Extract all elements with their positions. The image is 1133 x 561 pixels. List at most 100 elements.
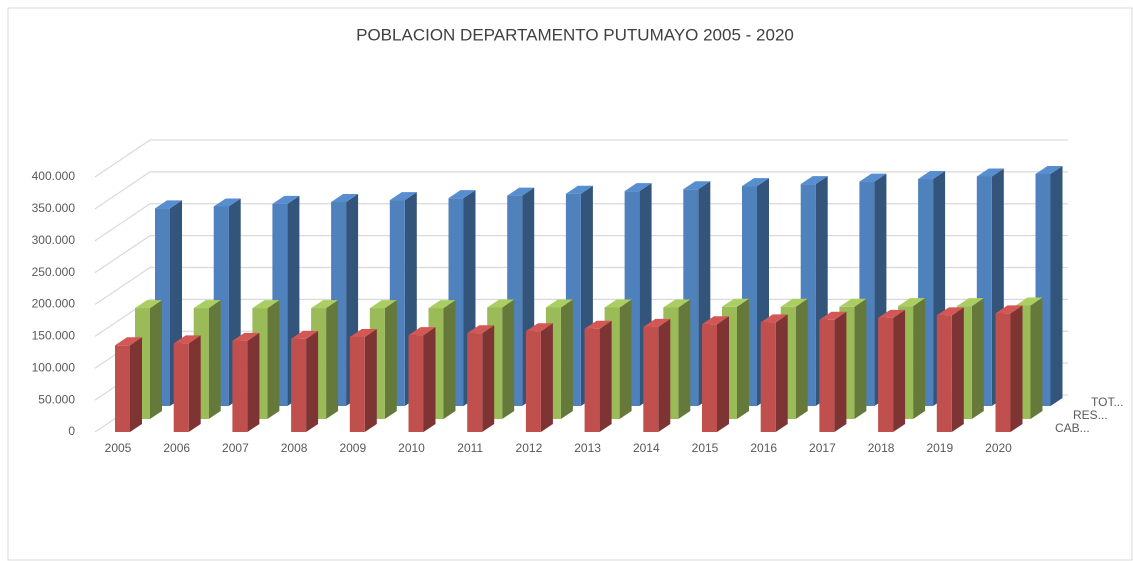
bar-top — [173, 335, 201, 344]
x-tick-label: 2019 — [926, 441, 953, 455]
bar — [760, 322, 776, 432]
x-tick-label: 2017 — [809, 441, 836, 455]
bar-top — [213, 198, 241, 207]
bar-side — [247, 332, 260, 432]
bar-top — [1015, 297, 1043, 306]
bar-top — [487, 299, 515, 308]
bar-side — [423, 327, 436, 432]
bar-top — [1035, 165, 1063, 174]
bar — [819, 319, 835, 432]
grid-line — [94, 139, 1068, 178]
bar — [936, 315, 952, 432]
bar-side — [502, 299, 515, 419]
bar-side — [306, 330, 319, 432]
bar — [525, 331, 541, 432]
bar-side — [737, 298, 749, 419]
bar-top — [565, 185, 593, 194]
bar-side — [854, 298, 867, 419]
bar — [995, 313, 1011, 432]
bar-top — [525, 323, 553, 332]
x-tick-label: 2011 — [457, 441, 483, 455]
bar-top — [349, 329, 377, 338]
bar-side — [364, 329, 377, 432]
bar-side — [1030, 297, 1043, 419]
bar-top — [976, 168, 1004, 177]
y-tick-label: 400.000 — [32, 169, 76, 183]
bar-side — [834, 311, 847, 432]
bar-top — [604, 299, 632, 308]
x-tick-label: 2020 — [985, 441, 1012, 455]
bar-top — [898, 298, 926, 307]
bar-side — [326, 300, 339, 419]
x-tick-label: 2007 — [222, 441, 249, 455]
bar-top — [936, 307, 964, 316]
bar — [115, 345, 130, 432]
bar-top — [878, 309, 906, 318]
y-tick-label: 50.000 — [38, 392, 75, 406]
bar-side — [188, 335, 201, 432]
bar-top — [252, 300, 280, 309]
x-tick-label: 2012 — [516, 441, 543, 455]
bar-top — [193, 300, 221, 309]
bar-top — [956, 298, 984, 307]
bar-top — [507, 187, 535, 196]
bar-side — [130, 337, 142, 432]
bar-side — [267, 300, 280, 419]
bar-top — [859, 173, 887, 182]
bar-top — [624, 183, 652, 192]
bar-side — [795, 298, 808, 419]
bar-top — [839, 298, 867, 307]
bar-side — [775, 314, 788, 432]
bar-top — [448, 190, 476, 199]
bar-top — [584, 320, 612, 329]
bar-top — [467, 325, 495, 334]
bar-top — [683, 181, 711, 190]
y-tick-label: 200.000 — [32, 297, 76, 311]
grid-line — [94, 171, 1068, 210]
bar-top — [918, 171, 946, 180]
bar-side — [150, 300, 162, 419]
bar — [584, 328, 600, 432]
bar — [643, 326, 659, 432]
legend-label: RES... — [1073, 408, 1108, 422]
bar — [232, 340, 248, 432]
bar-top — [780, 298, 808, 307]
bar-side — [599, 320, 612, 432]
y-tick-label: 0 — [68, 424, 75, 438]
bar-top — [115, 337, 142, 346]
bar-top — [135, 300, 162, 309]
bar-top — [722, 298, 749, 307]
bar-top — [545, 299, 573, 308]
bar-top — [760, 314, 788, 323]
y-tick-label: 150.000 — [32, 329, 76, 343]
x-tick-label: 2013 — [574, 441, 601, 455]
legend-label: TOT... — [1091, 395, 1123, 409]
y-tick-label: 350.000 — [32, 201, 76, 215]
bar — [291, 338, 307, 432]
bar — [349, 337, 365, 432]
bar-side — [482, 325, 495, 432]
legend-label: CAB... — [1055, 421, 1090, 435]
bar-side — [658, 318, 671, 432]
bar — [408, 335, 424, 432]
bar-top — [331, 194, 359, 202]
x-tick-label: 2008 — [281, 441, 308, 455]
bar-top — [800, 176, 828, 185]
bar-top — [232, 332, 260, 341]
bar-top — [742, 178, 769, 187]
bar-top — [291, 330, 319, 339]
bar-side — [717, 316, 729, 432]
bar-side — [208, 300, 221, 419]
bar-side — [951, 307, 964, 432]
x-tick-label: 2005 — [105, 441, 132, 455]
bar-side — [384, 300, 397, 419]
bar — [173, 343, 189, 432]
x-tick-label: 2018 — [868, 441, 895, 455]
x-tick-label: 2006 — [163, 441, 190, 455]
bar-top — [702, 316, 729, 325]
x-tick-label: 2009 — [339, 441, 366, 455]
x-tick-label: 2015 — [692, 441, 719, 455]
y-tick-label: 250.000 — [32, 265, 76, 279]
bar-side — [540, 323, 553, 432]
bar — [702, 324, 717, 432]
